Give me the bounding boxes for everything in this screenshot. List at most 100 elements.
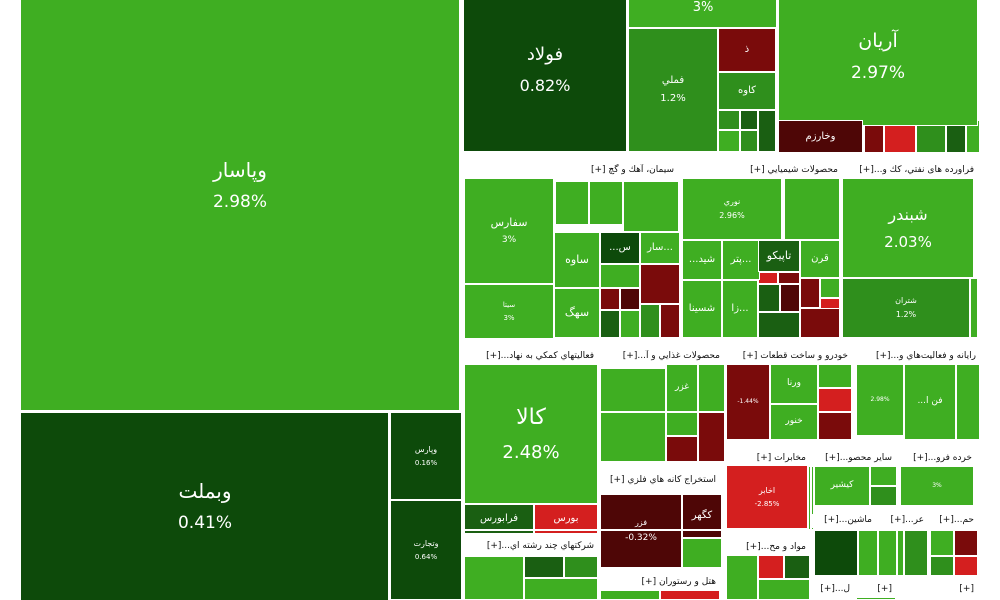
stock-tile[interactable]: كيشير: [814, 466, 870, 506]
stock-tile[interactable]: ...س: [600, 232, 640, 264]
stock-tile[interactable]: اخابر -2.85%: [726, 465, 808, 529]
sector-header[interactable]: مخابرات [+]: [726, 452, 810, 466]
stock-tile[interactable]: وپاسار 2.98%: [20, 0, 460, 412]
small-tile[interactable]: [870, 486, 898, 506]
stock-tile[interactable]: وخارزم: [778, 120, 863, 154]
small-tile[interactable]: [726, 555, 758, 600]
small-tile[interactable]: [600, 310, 620, 338]
small-tile[interactable]: [758, 555, 784, 579]
small-tile[interactable]: [666, 436, 698, 462]
small-tile[interactable]: [758, 110, 776, 152]
small-tile[interactable]: [780, 284, 800, 312]
small-tile[interactable]: [524, 556, 564, 578]
stock-tile[interactable]: سهگ: [554, 288, 600, 338]
small-tile[interactable]: [660, 590, 720, 600]
stock-tile[interactable]: شسينا: [682, 280, 722, 338]
small-tile[interactable]: [698, 364, 726, 412]
small-tile[interactable]: [589, 181, 623, 225]
stock-tile[interactable]: ...فن ا: [904, 364, 956, 440]
sector-header[interactable]: ساير محصو...[+]: [812, 452, 896, 466]
small-tile[interactable]: [600, 368, 666, 412]
sector-header[interactable]: ل...[+]: [812, 583, 854, 597]
stock-tile[interactable]: ساوه: [554, 232, 600, 288]
stock-tile[interactable]: نوري 2.96%: [682, 178, 782, 240]
sector-header[interactable]: رايانه و فعاليت‌هاي و...[+]: [854, 350, 980, 364]
small-tile[interactable]: [970, 278, 978, 338]
stock-tile[interactable]: 3%: [900, 466, 974, 506]
stock-tile[interactable]: -1.44%: [726, 364, 770, 440]
sector-header[interactable]: خرده فرو...[+]: [898, 452, 976, 466]
sector-header[interactable]: [+]: [930, 583, 978, 597]
stock-tile[interactable]: كاوه: [718, 72, 776, 110]
stock-tile[interactable]: سفارس 3%: [464, 178, 554, 284]
sector-header[interactable]: استخراج كانه هاي فلزي [+]: [600, 474, 720, 488]
small-tile[interactable]: [620, 288, 640, 310]
stock-tile[interactable]: شبندر 2.03%: [842, 178, 974, 278]
small-tile[interactable]: [818, 412, 852, 440]
small-tile[interactable]: [820, 278, 840, 298]
sector-header[interactable]: مواد و مح...[+]: [726, 541, 810, 555]
small-tile[interactable]: [555, 181, 589, 225]
small-tile[interactable]: [954, 530, 978, 556]
stock-tile[interactable]: كگهر: [682, 494, 722, 538]
stock-tile[interactable]: سار...: [640, 232, 680, 264]
small-tile[interactable]: [800, 308, 840, 338]
small-tile[interactable]: [698, 412, 726, 462]
small-tile[interactable]: [758, 272, 778, 284]
sector-header[interactable]: فراورده های نفتي، کك و...[+]: [842, 164, 978, 178]
sector-header[interactable]: خودرو و ساخت قطعات [+]: [724, 350, 852, 364]
sector-header[interactable]: حم...[+]: [930, 514, 978, 528]
small-tile[interactable]: [878, 530, 904, 576]
small-tile[interactable]: [660, 304, 680, 338]
small-tile[interactable]: [818, 364, 852, 388]
small-tile[interactable]: [666, 412, 698, 436]
stock-tile[interactable]: قرن: [800, 240, 840, 278]
small-tile[interactable]: [620, 310, 640, 338]
small-tile[interactable]: [564, 556, 598, 578]
small-tile[interactable]: [464, 556, 524, 600]
small-tile[interactable]: [600, 412, 666, 462]
stock-tile[interactable]: وتجارت 0.64%: [390, 500, 462, 600]
small-tile[interactable]: [718, 110, 740, 130]
small-tile[interactable]: [640, 264, 680, 304]
small-tile[interactable]: [954, 556, 978, 576]
sector-header[interactable]: سيمان، آهك و گچ [+]: [464, 164, 678, 178]
small-tile[interactable]: [814, 530, 858, 576]
stock-tile[interactable]: سيتا 3%: [464, 284, 554, 340]
stock-tile[interactable]: وپارس 0.16%: [390, 412, 462, 500]
stock-tile[interactable]: فملي 1.2%: [628, 28, 718, 152]
small-tile[interactable]: [858, 530, 878, 576]
small-tile[interactable]: [600, 590, 660, 600]
small-tile[interactable]: [870, 466, 898, 486]
small-tile[interactable]: [740, 110, 758, 130]
small-tile[interactable]: [524, 578, 598, 600]
small-tile[interactable]: [682, 538, 722, 568]
small-tile[interactable]: [904, 530, 928, 576]
stock-tile[interactable]: وبملت 0.41%: [20, 412, 390, 600]
stock-tile[interactable]: 2.98%: [856, 364, 904, 436]
small-tile[interactable]: [956, 364, 980, 440]
stock-tile[interactable]: ...شيد: [682, 240, 722, 280]
stock-tile[interactable]: فولاد 0.82%: [462, 0, 628, 152]
sector-header[interactable]: محصولات غذايي و آ...[+]: [600, 350, 724, 364]
stock-tile[interactable]: خنور: [770, 404, 818, 440]
small-tile[interactable]: [718, 130, 740, 152]
small-tile[interactable]: [778, 272, 800, 284]
small-tile[interactable]: [930, 530, 954, 556]
stock-tile[interactable]: كالا 2.48%: [464, 364, 598, 504]
sector-header[interactable]: عر...[+]: [878, 514, 928, 528]
small-tile[interactable]: [818, 388, 852, 412]
small-tile[interactable]: [758, 312, 800, 338]
stock-tile[interactable]: ورنا: [770, 364, 818, 404]
small-tile[interactable]: [784, 178, 840, 240]
stock-tile[interactable]: ذ: [718, 28, 776, 72]
stock-tile[interactable]: آريان 2.97%: [778, 0, 978, 126]
small-tile[interactable]: [758, 579, 810, 600]
small-tile[interactable]: [640, 304, 660, 338]
stock-tile[interactable]: فزر -0.32%: [600, 494, 682, 568]
stock-tile[interactable]: غزر: [666, 364, 698, 412]
sector-header[interactable]: محصولات شيميايي [+]: [682, 164, 842, 178]
sector-header[interactable]: فعاليتهاي كمكي به نهاد...[+]: [464, 350, 598, 364]
small-tile[interactable]: [600, 264, 640, 288]
sector-header[interactable]: ماشين...[+]: [812, 514, 876, 528]
